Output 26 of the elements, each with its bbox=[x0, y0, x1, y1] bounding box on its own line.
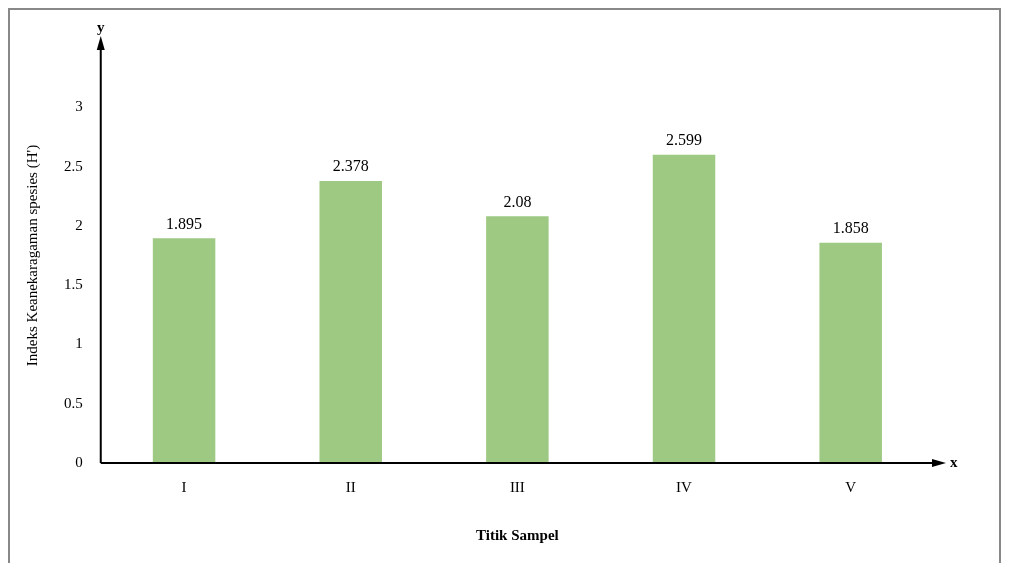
x-tick-label: V bbox=[845, 478, 857, 495]
x-tick-label: I bbox=[181, 478, 187, 495]
data-label: 2.08 bbox=[503, 192, 532, 210]
data-label: 2.599 bbox=[666, 131, 703, 149]
bar bbox=[652, 154, 716, 463]
data-label: 1.858 bbox=[832, 218, 869, 236]
bar bbox=[819, 242, 882, 463]
y-tick-label: 0.5 bbox=[64, 394, 83, 411]
x-tick-label: IV bbox=[676, 478, 693, 495]
x-tick-label: II bbox=[345, 478, 356, 495]
data-label: 1.895 bbox=[166, 214, 203, 232]
bar bbox=[152, 238, 216, 463]
y-tick-label: 1.5 bbox=[64, 276, 83, 293]
data-label: 2.378 bbox=[332, 157, 369, 175]
bar bbox=[319, 181, 382, 463]
y-axis-title: Indeks Keanekaragaman spesies (H') bbox=[23, 144, 41, 367]
y-tick-label: 2 bbox=[75, 216, 83, 233]
text: y bbox=[97, 19, 105, 36]
bar bbox=[486, 216, 549, 463]
text: x bbox=[950, 453, 958, 470]
y-tick-label: 2.5 bbox=[64, 157, 83, 174]
y-tick-label: 1 bbox=[75, 335, 83, 352]
y-tick-label: 3 bbox=[75, 98, 83, 115]
x-tick-label: III bbox=[509, 478, 525, 495]
y-tick-label: 0 bbox=[75, 453, 83, 470]
x-axis-title: Titik Sampel bbox=[476, 526, 559, 543]
